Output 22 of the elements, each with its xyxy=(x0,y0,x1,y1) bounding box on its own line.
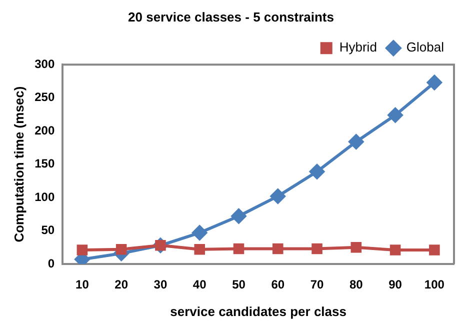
x-tick-label: 40 xyxy=(192,278,207,292)
x-tick-label: 70 xyxy=(310,278,324,292)
y-tick-label: 100 xyxy=(34,190,55,204)
y-axis-title: Computation time (msec) xyxy=(11,86,26,242)
chart-title: 20 service classes - 5 constraints xyxy=(128,9,334,24)
legend-label: Global xyxy=(406,40,444,55)
y-tick-label: 200 xyxy=(34,123,55,138)
y-tick-label: 250 xyxy=(34,90,55,104)
x-tick-label: 20 xyxy=(114,278,128,292)
y-tick-label: 0 xyxy=(48,256,55,270)
y-tick-label: 300 xyxy=(34,56,55,71)
x-tick-label: 100 xyxy=(424,278,445,292)
x-tick-label: 90 xyxy=(388,278,402,292)
x-axis-title: service candidates per class xyxy=(170,304,346,319)
x-tick-label: 60 xyxy=(271,278,285,292)
x-tick-label: 30 xyxy=(154,278,168,292)
x-tick-label: 10 xyxy=(76,278,90,292)
legend-label: Hybrid xyxy=(339,40,377,55)
x-tick-label: 80 xyxy=(349,278,364,292)
y-tick-label: 150 xyxy=(34,156,55,171)
y-tick-label: 50 xyxy=(41,223,55,238)
x-tick-label: 50 xyxy=(232,278,246,292)
